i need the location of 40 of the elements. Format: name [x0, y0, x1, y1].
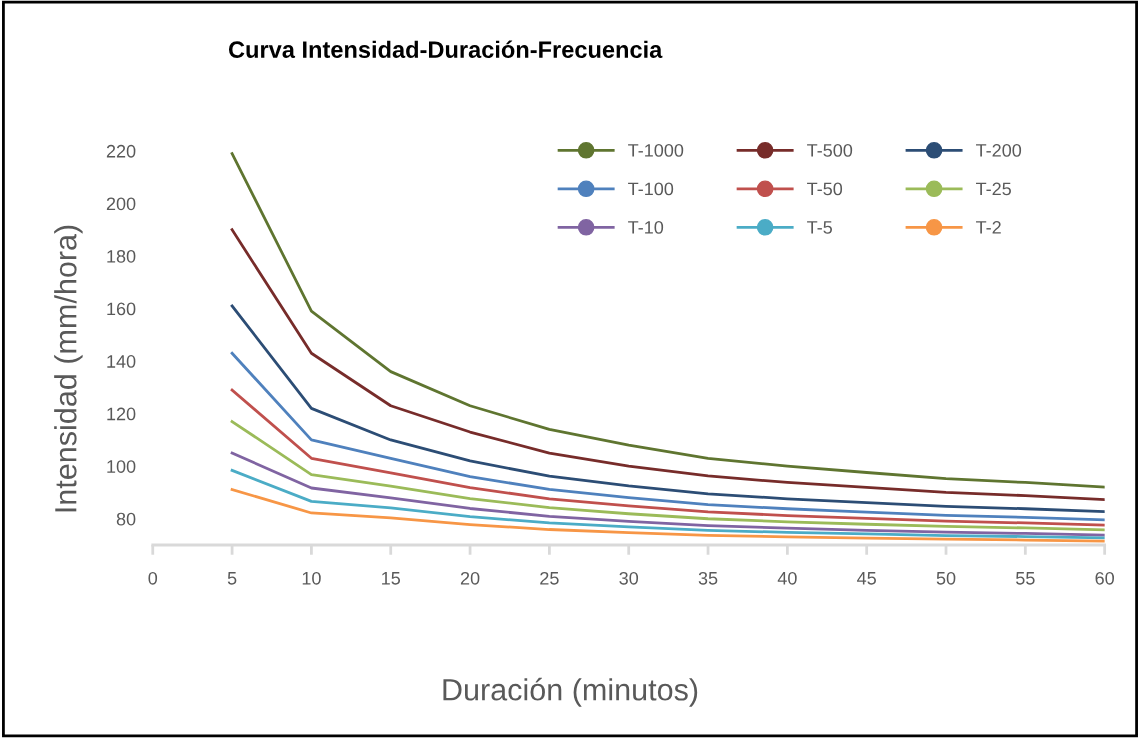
x-tick-label: 30 — [619, 571, 639, 585]
y-tick-label: 100 — [107, 460, 136, 473]
line-series — [230, 451, 1105, 537]
y-tick-label: 120 — [107, 407, 136, 421]
x-axis-title: Duración (minutos) — [443, 677, 698, 707]
y-axis-title: Intensidad (mm/hora) — [54, 225, 83, 512]
x-tick-label: 55 — [1016, 572, 1035, 585]
chart-title: Curva Intensidad-Duración-Frecuencia — [228, 40, 663, 58]
x-tick-label: 15 — [382, 572, 401, 585]
legend-label: T-10 — [628, 221, 664, 234]
legend-label: T-1000 — [628, 144, 684, 157]
x-tick-label: 10 — [302, 571, 321, 585]
line-series — [230, 488, 1105, 543]
y-tick-label: 180 — [107, 249, 136, 263]
y-tick-label: 200 — [106, 197, 136, 211]
y-tick-label: 220 — [106, 144, 136, 158]
y-tick-label: 140 — [107, 355, 136, 368]
line-series — [230, 351, 1105, 522]
x-tick-label: 5 — [227, 572, 237, 585]
x-tick-label: 45 — [857, 572, 876, 585]
x-tick-label: 50 — [936, 571, 956, 585]
legend-label: T-100 — [628, 182, 674, 196]
x-tick-label: 60 — [1095, 571, 1114, 585]
legend-label: T-200 — [976, 144, 1022, 157]
line-series — [230, 304, 1105, 514]
y-tick-label: 160 — [107, 302, 136, 316]
x-tick-label: 0 — [148, 571, 158, 585]
legend-label: T-500 — [807, 144, 853, 157]
legend-label: T-5 — [807, 221, 832, 234]
x-tick-label: 35 — [698, 571, 718, 585]
legend-label: T-25 — [976, 182, 1011, 196]
line-series — [230, 420, 1105, 532]
y-tick-label: 80 — [116, 512, 136, 526]
line-series — [230, 469, 1105, 540]
legend-label: T-50 — [807, 182, 843, 196]
x-tick-label: 40 — [777, 571, 797, 585]
x-tick-label: 25 — [540, 571, 559, 585]
line-series — [230, 388, 1105, 527]
legend-label: T-2 — [976, 221, 1001, 234]
x-tick-label: 20 — [460, 571, 480, 585]
